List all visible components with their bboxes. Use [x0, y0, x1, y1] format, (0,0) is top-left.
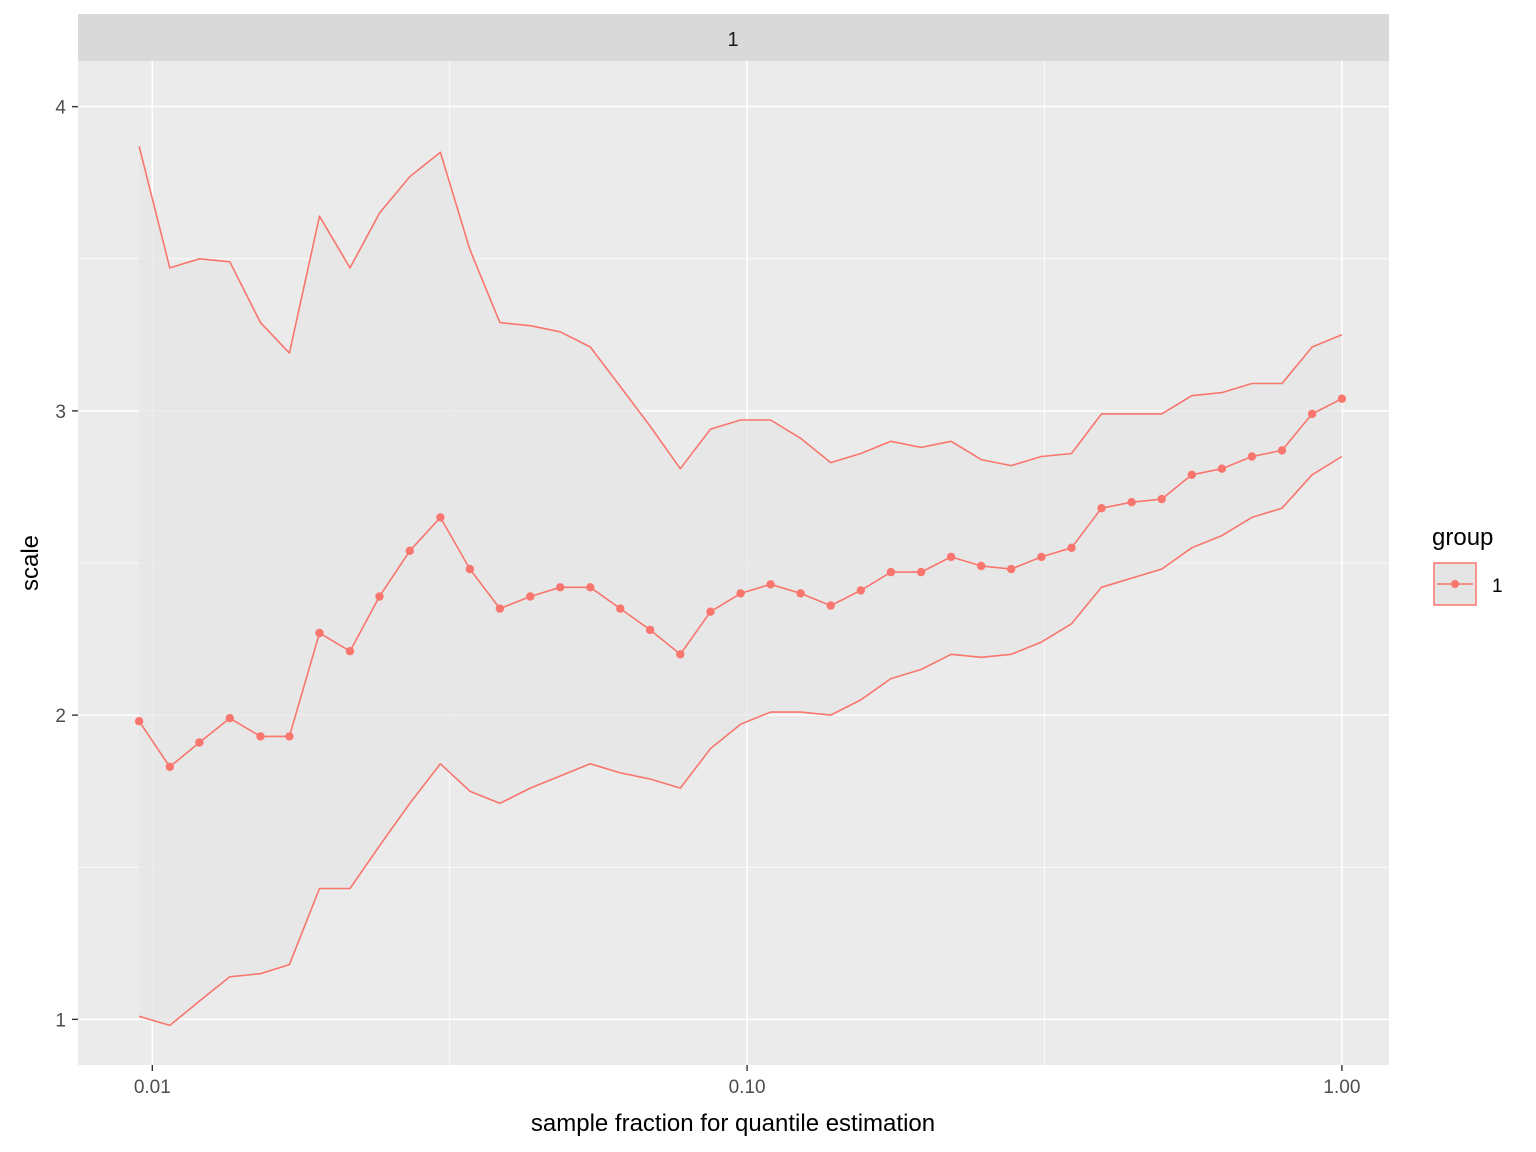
data-point [375, 592, 384, 601]
data-point [736, 589, 745, 598]
x-tick-label: 0.01 [134, 1077, 171, 1098]
data-point [1277, 446, 1287, 455]
data-point [796, 589, 805, 598]
data-point [1247, 452, 1257, 461]
data-point [436, 513, 445, 522]
data-point [405, 546, 414, 555]
confidence-ribbon-layer [139, 146, 1342, 1026]
legend-key-point [1451, 580, 1459, 588]
data-point [556, 583, 565, 592]
data-point [225, 714, 234, 723]
data-point [676, 650, 685, 659]
data-point [1037, 552, 1046, 562]
data-point [1217, 464, 1227, 473]
x-axis-title: sample fraction for quantile estimation [531, 1110, 935, 1137]
legend: group 1 [1432, 524, 1503, 606]
data-point [526, 592, 535, 601]
data-point [706, 607, 715, 616]
data-point [586, 583, 595, 592]
data-point [195, 738, 204, 747]
data-point [256, 732, 265, 741]
data-point [465, 564, 475, 574]
series-line-upper-bound [138, 146, 1343, 470]
data-point [616, 604, 625, 613]
y-axis-title: scale [17, 535, 44, 591]
data-point [495, 604, 505, 613]
data-point [134, 717, 144, 726]
x-tick-label: 1.00 [1323, 1077, 1360, 1098]
confidence-ribbon [139, 146, 1342, 1026]
data-point [1097, 504, 1106, 513]
data-point [977, 561, 986, 571]
legend-title: group [1432, 524, 1493, 551]
data-point [1007, 564, 1016, 574]
data-point [345, 647, 355, 656]
data-point [916, 567, 926, 577]
data-point [1127, 498, 1136, 507]
y-tick-label: 1 [55, 1010, 66, 1031]
data-point [1337, 394, 1347, 403]
data-point [285, 732, 294, 741]
data-point [165, 762, 174, 771]
series-line-lower-bound [138, 455, 1343, 1027]
facet-strip [78, 14, 1389, 61]
data-point [886, 567, 896, 577]
series-points-layer [134, 394, 1347, 771]
data-point [766, 580, 775, 589]
facet-strip-label: 1 [727, 29, 738, 51]
data-point [1157, 494, 1166, 504]
data-point [1307, 409, 1317, 419]
y-tick-label: 3 [55, 402, 66, 423]
y-tick-label: 4 [55, 98, 66, 119]
legend-entry-label: 1 [1492, 576, 1503, 597]
x-tick-label: 0.10 [729, 1077, 766, 1098]
data-point [1067, 543, 1076, 552]
data-point [826, 601, 835, 610]
data-point [315, 628, 324, 638]
data-point [856, 586, 865, 595]
y-axis: 1 2 3 4 [55, 98, 78, 1031]
data-point [946, 552, 956, 562]
data-point [1187, 470, 1197, 479]
y-tick-label: 2 [55, 706, 66, 727]
x-axis: 0.01 0.10 1.00 [134, 1065, 1360, 1098]
data-point [645, 625, 655, 635]
